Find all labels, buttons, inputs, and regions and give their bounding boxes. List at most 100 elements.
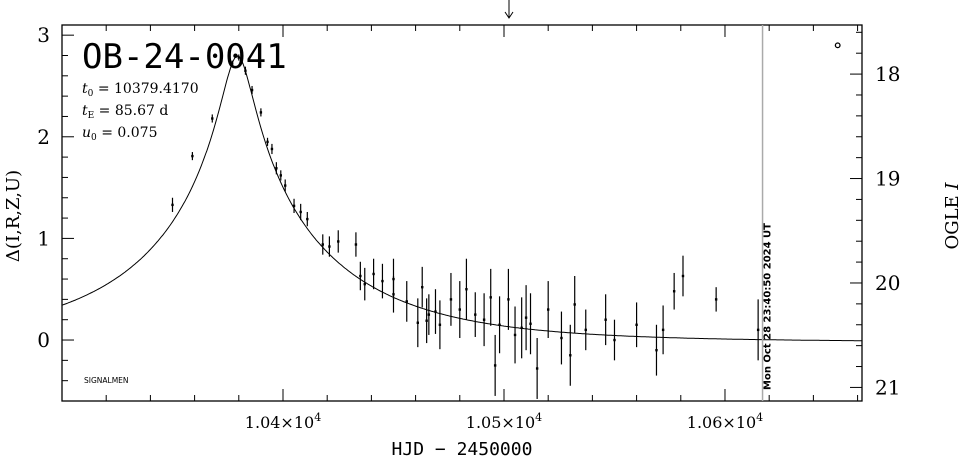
data-point: [493, 334, 497, 396]
right-tick-label: 18: [875, 62, 900, 86]
x-tick-label: 1.05×104: [466, 411, 542, 432]
point-marker: [392, 277, 395, 281]
data-point: [270, 143, 274, 155]
chart-title: OB-24-0041: [82, 37, 287, 77]
data-point: [535, 337, 539, 399]
data-point: [524, 285, 528, 351]
point-marker: [337, 240, 340, 243]
point-marker: [306, 217, 309, 221]
y-axis-label: Δ(I,R,Z,U): [3, 170, 24, 262]
data-point: [655, 324, 658, 376]
point-marker: [458, 308, 461, 311]
data-point: [372, 258, 375, 290]
point-marker: [535, 367, 539, 370]
data-point: [449, 272, 453, 326]
data-point: [520, 297, 523, 359]
point-marker: [259, 111, 263, 114]
data-point: [292, 198, 296, 213]
data-point: [672, 272, 676, 310]
point-marker: [507, 298, 510, 301]
current-time-arrow: [504, 0, 514, 19]
point-marker: [438, 323, 442, 326]
point-marker: [427, 313, 431, 316]
y-tick-label: 3: [37, 23, 50, 47]
point-marker: [244, 69, 247, 72]
y-tick-label: 2: [37, 125, 50, 149]
point-marker: [171, 203, 174, 207]
point-marker: [416, 321, 420, 324]
timestamp-label: Mon Oct 28 23:40:50 2024 UT: [763, 223, 774, 390]
data-point: [474, 292, 477, 337]
x-tick-label: 1.04×104: [245, 411, 321, 432]
point-marker: [493, 364, 497, 367]
point-marker: [299, 210, 302, 214]
data-point: [513, 306, 517, 364]
data-point: [244, 66, 247, 75]
point-marker: [266, 140, 269, 144]
data-point: [434, 289, 437, 334]
point-marker: [449, 298, 453, 301]
data-point: [482, 293, 486, 347]
data-point: [635, 302, 638, 348]
data-point: [359, 261, 362, 291]
data-point: [569, 324, 572, 386]
data-point: [392, 258, 395, 300]
point-marker: [284, 184, 287, 187]
data-point: [604, 294, 607, 346]
data-point: [354, 232, 358, 257]
data-point: [465, 258, 468, 320]
data-point: [681, 255, 685, 297]
point-marker: [230, 62, 234, 65]
data-point: [337, 230, 340, 253]
data-point: [321, 234, 324, 255]
point-marker: [465, 288, 468, 291]
y-tick-label: 1: [37, 226, 50, 250]
point-marker: [279, 174, 282, 177]
point-marker: [546, 308, 550, 311]
plot-frame: [61, 24, 863, 402]
point-marker: [604, 318, 607, 321]
open-point: [834, 42, 841, 49]
param-line: tE = 85.67 d: [82, 103, 168, 121]
data-point: [279, 170, 282, 181]
watermark: SIGNALMEN: [84, 376, 129, 385]
point-marker: [275, 167, 278, 170]
data-point: [756, 299, 760, 361]
data-point: [250, 85, 254, 95]
point-marker: [756, 328, 760, 332]
point-marker: [498, 323, 501, 326]
data-point: [275, 162, 278, 175]
x-axis-label: HJD − 2450000: [392, 439, 533, 459]
point-marker: [292, 204, 296, 208]
point-marker: [489, 296, 492, 299]
point-marker: [529, 322, 532, 325]
point-marker: [250, 88, 254, 92]
point-marker: [372, 272, 375, 276]
point-marker: [270, 147, 274, 151]
data-point: [416, 298, 420, 348]
point-marker: [635, 323, 638, 326]
point-marker: [381, 279, 384, 283]
data-point: [230, 60, 234, 67]
point-marker: [237, 56, 240, 59]
point-marker: [321, 243, 324, 246]
data-point: [211, 114, 214, 123]
point-marker: [661, 328, 665, 332]
data-point: [191, 152, 194, 161]
data-point: [425, 298, 428, 344]
param-line: t0 = 10379.4170: [82, 81, 199, 99]
data-point: [489, 268, 492, 326]
data-point: [284, 179, 287, 192]
point-marker: [613, 338, 616, 342]
point-marker: [434, 310, 437, 313]
point-marker: [655, 348, 658, 352]
point-marker: [425, 319, 428, 322]
data-point: [306, 211, 309, 227]
data-point: [661, 305, 665, 355]
model-curve: [62, 55, 862, 342]
point-marker: [211, 117, 214, 120]
point-marker: [359, 274, 362, 278]
point-marker: [354, 243, 358, 246]
point-marker: [573, 303, 576, 306]
